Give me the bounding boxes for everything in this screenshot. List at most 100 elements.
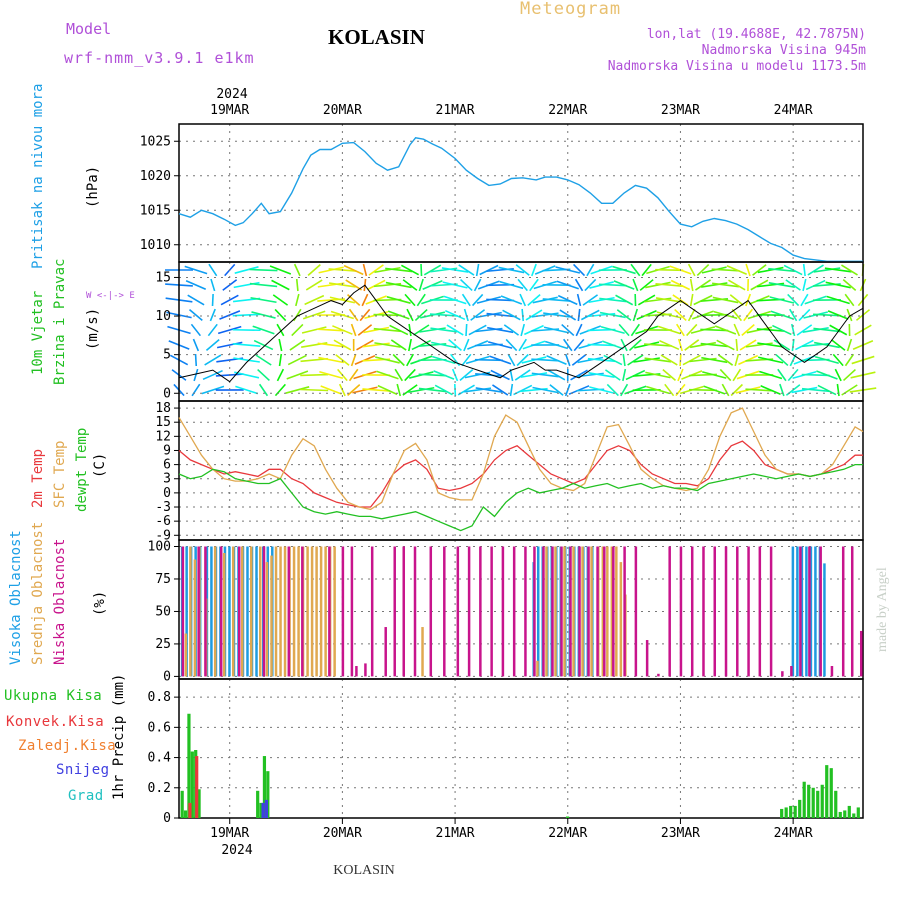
wind-barb	[769, 296, 795, 304]
wind-barb	[432, 355, 456, 365]
y-tick-label: 18	[155, 401, 171, 416]
mid-cloud-bar	[315, 546, 318, 677]
wind-barb	[187, 294, 205, 306]
mid-cloud-bar	[601, 546, 605, 677]
wind-barb	[789, 308, 798, 322]
wind-barb	[714, 325, 737, 335]
mid-cloud-bar	[292, 546, 296, 677]
wind-barb	[589, 386, 614, 394]
wind-barb	[641, 263, 652, 277]
wind-barb	[801, 373, 830, 377]
total-precip-bar	[784, 807, 788, 818]
low-cloud-bar	[679, 546, 683, 677]
wind-barb	[773, 339, 791, 351]
day-label-bottom: 22MAR	[548, 826, 587, 841]
wind-barb	[285, 386, 310, 394]
chart-title: Meteogram	[520, 0, 621, 19]
wind-barb	[232, 343, 261, 347]
wind-barb	[655, 297, 683, 303]
wind-barb	[514, 369, 531, 381]
wind-barb	[375, 356, 400, 364]
wind-barb	[546, 355, 567, 365]
total-precip-bar	[856, 807, 860, 818]
wind-barb	[655, 268, 684, 272]
wind-barb	[779, 383, 785, 397]
wind-barb	[646, 385, 670, 395]
wind-barb	[664, 383, 675, 397]
wind-barb	[759, 370, 783, 380]
wind-barb	[347, 293, 361, 307]
wind-barb	[726, 265, 748, 275]
y-tick-label: 0	[163, 811, 171, 826]
wind-barb	[645, 371, 671, 379]
wind-barb	[561, 323, 575, 337]
wind-barb	[615, 294, 634, 306]
wind-barb	[318, 356, 345, 364]
total-precip-bar	[811, 787, 815, 818]
wind-barb	[571, 354, 587, 366]
wind-barb	[802, 327, 829, 333]
wind-barb	[220, 294, 239, 306]
wind-compass: W <-|-> E	[86, 291, 135, 301]
wind-barb	[408, 323, 412, 337]
wind-barb	[492, 384, 509, 396]
low-cloud-bar	[623, 546, 626, 677]
mid-cloud-bar	[279, 546, 282, 677]
model-label: Model	[66, 20, 111, 38]
wind-barb	[582, 294, 599, 306]
wind-barb	[300, 373, 329, 377]
wind-barb	[368, 264, 384, 276]
wind-barb	[559, 309, 577, 321]
wind-barb	[487, 326, 514, 334]
wind-barb	[674, 308, 687, 322]
low-cloud-bar	[350, 546, 354, 677]
low-cloud-bar	[830, 666, 834, 677]
total-precip-bar	[838, 811, 842, 818]
mid-cloud-bar	[563, 546, 566, 677]
wind-barb	[474, 358, 503, 362]
wind-barb	[234, 266, 259, 274]
wind-barb	[402, 384, 418, 396]
snow-bar	[264, 799, 269, 818]
low-cloud-bar	[551, 546, 554, 677]
wind-barb	[209, 308, 216, 322]
wind-barb	[620, 338, 628, 352]
y-tick-label: -6	[155, 514, 171, 529]
low-cloud-bar	[736, 546, 739, 677]
wind-barb	[329, 296, 356, 304]
low-cloud-bar	[569, 546, 572, 677]
low-cloud-bar	[393, 546, 396, 677]
wind-barb	[475, 263, 480, 277]
low-cloud-bar	[197, 546, 200, 677]
high-cloud-bar	[805, 546, 808, 677]
wind-barb	[519, 293, 527, 307]
day-label-top: 22MAR	[548, 103, 587, 118]
total-precip-bar	[834, 790, 838, 818]
wind-speed-line	[178, 284, 864, 383]
wind-barb	[701, 356, 728, 364]
wind-barb	[532, 296, 558, 304]
mid-cloud-bar	[297, 546, 300, 677]
wind-barb	[612, 265, 636, 275]
wind-barb	[249, 282, 278, 288]
wind-barb	[434, 384, 453, 396]
low-cloud-bar	[668, 546, 671, 677]
wind-barb	[258, 383, 269, 397]
wind-barb	[252, 325, 275, 335]
wind-barb	[464, 387, 492, 393]
wind-barb	[305, 279, 323, 291]
low-cloud-bar	[512, 546, 516, 677]
mid-cloud-bar	[265, 562, 269, 677]
wind-barb	[470, 309, 486, 321]
wind-barb	[531, 263, 537, 277]
high-cloud-bar	[809, 546, 813, 677]
mid-cloud-bar	[324, 546, 327, 677]
wind-barb	[278, 353, 283, 367]
wind-barb	[374, 342, 401, 348]
wind-barb	[207, 323, 218, 337]
temp-label-sfc: SFC Temp	[52, 441, 68, 508]
wind-barb	[520, 323, 526, 337]
low-cloud-bar	[533, 546, 536, 677]
wind-barb	[347, 383, 361, 397]
y-tick-label: 10	[155, 309, 171, 324]
